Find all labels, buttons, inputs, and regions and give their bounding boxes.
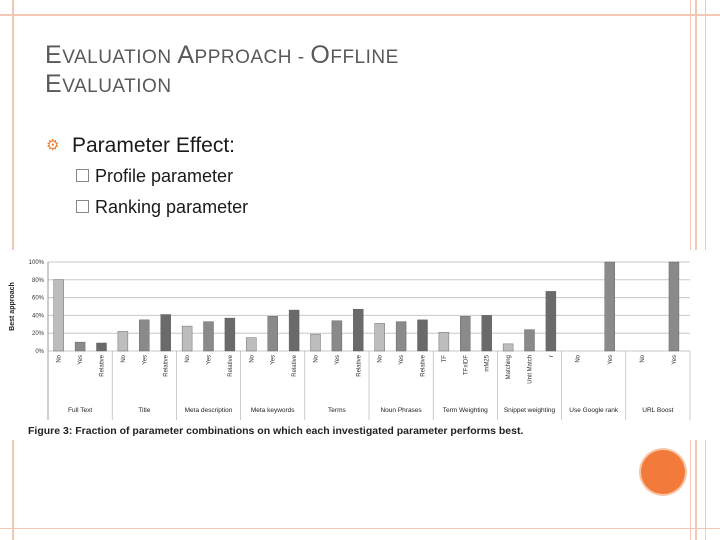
x-tick-label: No [249, 354, 255, 362]
x-tick-label: No [121, 354, 127, 362]
bar [524, 329, 535, 352]
bar [267, 316, 278, 352]
y-tick-label: 40% [32, 313, 45, 319]
gear-icon: ⚙ [46, 137, 60, 154]
bar [668, 261, 680, 352]
x-tick-label: mM25 [485, 354, 491, 371]
x-tick-label: Relative [228, 354, 234, 376]
sub-bullet-ranking: Ranking parameter [76, 197, 248, 218]
y-axis-label: Best approach [9, 282, 16, 331]
x-tick-label: No [378, 354, 384, 362]
bar [203, 321, 214, 352]
group-label: Term Weighting [443, 407, 488, 414]
x-tick-label: Relative [421, 354, 427, 376]
group-label: Noun Phrases [380, 407, 422, 414]
bar-chart: 0% 20% 40% 60% 80% 100% Best approach No Yes Rela… [9, 260, 691, 437]
x-tick-label: Yes [78, 355, 84, 365]
x-tick-label: Yes [271, 355, 277, 365]
x-tick-label: No [576, 354, 582, 362]
bar [139, 319, 150, 352]
group-label: Meta keywords [251, 407, 295, 414]
sub-bullet-text: Ranking parameter [95, 197, 249, 217]
x-tick-label: Relative [356, 354, 362, 376]
bar [604, 261, 615, 352]
group-label: Meta description [185, 407, 233, 414]
x-tick-label: Yes [399, 355, 405, 365]
x-tick-label: Yes [335, 355, 341, 365]
bar [481, 315, 492, 352]
bar [181, 325, 193, 352]
bar [502, 343, 514, 352]
y-tick-label: 60% [32, 296, 45, 302]
bar [160, 314, 171, 352]
x-tick-label: No [57, 354, 63, 362]
x-tick-label: Relative [164, 354, 170, 376]
x-tick-label: TFxIDF [463, 355, 469, 375]
x-tick-label: Yes [672, 355, 678, 365]
bar [460, 316, 471, 352]
group-label: Terms [328, 407, 346, 414]
x-tick-label: Yes [142, 355, 148, 365]
x-tick-label: TF [442, 355, 448, 363]
bar [374, 323, 385, 352]
checkbox-bullet-icon [76, 200, 89, 213]
group-label: Use Google rank [569, 407, 619, 414]
group-label: URL Boost [642, 407, 673, 414]
bar [331, 320, 343, 352]
bar [310, 333, 321, 352]
y-tick-label: 80% [32, 278, 45, 284]
x-tick-label: No [640, 354, 646, 362]
bar [96, 342, 107, 352]
bar [417, 319, 428, 352]
bar [53, 279, 64, 352]
group-label: Title [138, 407, 150, 414]
bar [438, 332, 450, 352]
figure-caption: Figure 3: Fraction of parameter combinat… [28, 425, 523, 437]
bar [224, 317, 236, 352]
x-tick-label: r [549, 355, 555, 357]
bar [545, 291, 557, 352]
x-tick-label: Yes [207, 355, 213, 365]
chart-figure: 0% 20% 40% 60% 80% 100% Best approach No Yes Rela… [4, 250, 710, 440]
slide-title: EVALUATION APPROACH - OFFLINE EVALUATION [45, 42, 645, 100]
frame-bottom-line [0, 528, 720, 529]
y-tick-label: 20% [32, 331, 45, 337]
main-bullet-text: Parameter Effect: [72, 134, 236, 157]
bar [246, 337, 257, 352]
sub-bullet-text: Profile parameter [95, 166, 234, 186]
sub-bullet-profile: Profile parameter [76, 166, 233, 187]
y-tick-label: 0% [35, 349, 44, 355]
bar [117, 331, 129, 352]
slide-title-line-2: EVALUATION [45, 70, 172, 98]
x-tick-label: No [185, 354, 191, 362]
checkbox-bullet-icon [76, 169, 89, 182]
group-label: Full Text [68, 407, 92, 414]
x-tick-label: No [314, 354, 320, 362]
x-tick-label: Matching [506, 355, 512, 379]
y-tick-label: 100% [29, 260, 45, 266]
decorative-circle [641, 450, 685, 494]
group-label: Snippet weighting [504, 407, 556, 414]
x-tick-label: Relative [292, 354, 298, 376]
bar [288, 309, 300, 352]
main-bullet: ⚙ Parameter Effect: [46, 134, 235, 158]
bar [353, 308, 364, 352]
bar [74, 341, 86, 352]
x-tick-label: Unit Match [528, 355, 534, 384]
bar [395, 321, 407, 352]
x-tick-label: Yes [608, 355, 614, 365]
frame-top-line [0, 14, 720, 16]
x-tick-label: Relative [100, 354, 106, 376]
slide-title-line-1: EVALUATION APPROACH - OFFLINE [45, 41, 399, 69]
